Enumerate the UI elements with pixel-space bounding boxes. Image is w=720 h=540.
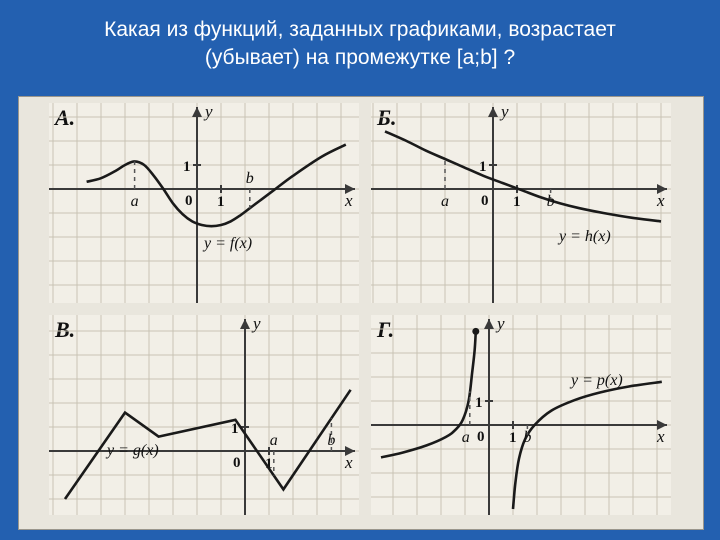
svg-text:b: b <box>246 170 254 187</box>
title-line-2: (убывает) на промежутке [a;b] ? <box>205 46 515 69</box>
svg-text:y: y <box>203 103 213 121</box>
svg-text:0: 0 <box>481 193 489 209</box>
svg-text:0: 0 <box>477 429 485 445</box>
svg-text:a: a <box>441 193 449 210</box>
svg-text:x: x <box>344 191 353 210</box>
svg-text:x: x <box>656 191 665 210</box>
svg-text:b: b <box>327 432 335 449</box>
svg-text:0: 0 <box>185 193 193 209</box>
svg-text:1: 1 <box>509 430 517 446</box>
title-line-1: Какая из функций, заданных графиками, во… <box>104 18 616 41</box>
svg-text:y: y <box>251 315 261 333</box>
svg-text:1: 1 <box>183 159 191 175</box>
svg-text:y: y <box>495 315 505 333</box>
panel-d: Г. 011xyaby = p(x) <box>371 315 671 515</box>
panel-b: Б. 011xyaby = h(x) <box>371 103 671 303</box>
svg-text:y: y <box>499 103 509 121</box>
svg-text:y = h(x): y = h(x) <box>557 228 611 245</box>
svg-text:a: a <box>131 193 139 210</box>
svg-text:0: 0 <box>233 455 241 471</box>
svg-text:y = f(x): y = f(x) <box>202 235 252 252</box>
svg-text:y = g(x): y = g(x) <box>105 442 159 459</box>
svg-text:x: x <box>656 427 665 446</box>
panel-a: А. 011xyaby = f(x) <box>49 103 359 303</box>
panel-c: В. 011xyaby = g(x) <box>49 315 359 515</box>
figure-card: А. 011xyaby = f(x) Б. 011xyaby = h(x) В.… <box>18 96 704 530</box>
svg-text:a: a <box>270 432 278 449</box>
svg-text:x: x <box>344 453 353 472</box>
svg-text:1: 1 <box>479 159 487 175</box>
svg-text:1: 1 <box>217 194 225 210</box>
svg-text:b: b <box>523 429 531 446</box>
svg-text:1: 1 <box>475 395 483 411</box>
svg-text:1: 1 <box>513 194 521 210</box>
svg-text:b: b <box>547 193 555 210</box>
svg-text:y = p(x): y = p(x) <box>569 372 623 389</box>
svg-text:a: a <box>462 429 470 446</box>
